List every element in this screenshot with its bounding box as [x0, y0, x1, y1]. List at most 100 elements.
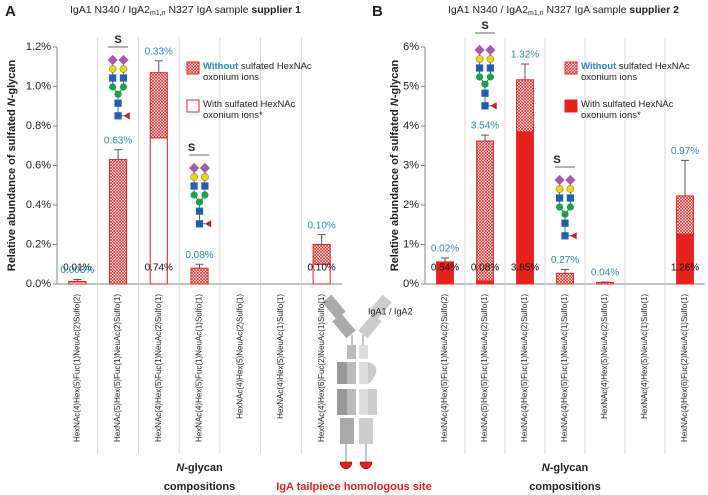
x-tick-label: HexNAc(4)Hex(5)NeuAc(1)Sulfo(1) [276, 294, 285, 419]
legend-label: sulfated HexNAc oxonium ions [203, 61, 312, 83]
value-label: 0.33% [145, 46, 173, 57]
legend-entry: With sulfated HexNAc oxonium ions* [203, 99, 331, 121]
y-tick-label: 5% [403, 80, 419, 92]
y-axis-label: Relative abundance of sulfated N-glycan [389, 59, 401, 271]
x-tick-label: HexNAc(4)Hex(5)Fuc(1)NeuAc(1)Sulfo(1) [560, 294, 569, 442]
title-part: IgA1 N340 / IgA2 [448, 4, 528, 16]
x-axis-label: N-glycan [542, 462, 589, 474]
y-tick-label: 0.0% [26, 278, 51, 290]
value-label: 0.54% [431, 263, 459, 274]
y-tick-label: 1% [403, 238, 419, 250]
y-tick-label: 0.4% [26, 199, 51, 211]
annotation: S [553, 154, 560, 166]
y-tick-label: 0.2% [26, 238, 51, 250]
panel-label: A [5, 3, 16, 20]
y-tick-label: 2% [403, 199, 419, 211]
bar-segment [676, 195, 694, 235]
x-label-part: N [176, 462, 185, 474]
y-label-part: N [6, 97, 18, 106]
x-tick-label: HexNAc(5)Hex(5)Fuc(1)NeuAc(2)Sulfo(1) [480, 294, 489, 442]
y-label-part: -glycan [6, 59, 18, 98]
glycan-icon [188, 162, 212, 228]
value-label: 0.27% [551, 255, 579, 266]
y-tick-label: 0% [403, 278, 419, 290]
bar-segment [676, 233, 694, 285]
legend-text: Without sulfated HexNAc oxonium ions [581, 61, 708, 83]
x-axis-label: N-glycan [176, 462, 223, 474]
bar-segment [149, 72, 168, 139]
legend-emphasis: Without [203, 61, 239, 72]
title-part: m1,n [528, 10, 544, 17]
title-part: m1,n [150, 10, 166, 17]
x-axis-label-line2: compositions [529, 481, 601, 493]
x-tick-label: HexNAc(4)Hex(5)Fuc(1)NeuAc(2)Sulfo(2) [72, 294, 81, 442]
value-label: 0.63% [104, 135, 132, 146]
bar-segment [516, 131, 534, 285]
y-tick-label: 0.8% [26, 120, 51, 132]
legend-swatch [186, 61, 200, 75]
legend-text: With sulfated HexNAc oxonium ions* [203, 99, 331, 121]
value-label: 0.08% [185, 250, 213, 261]
legend-label: With sulfated HexNAc oxonium ions* [581, 99, 674, 121]
x-tick-label: HexNAc(4)Hex(6)Fuc(2)NeuAc(1)Sulfo(1) [317, 294, 326, 442]
x-tick-label: HexNAc(4)Hex(5)NeuAc(2)Sulfo(1) [235, 294, 244, 419]
x-tick-label: HexNAc(4)Hex(5)Fuc(1)NeuAc(1)Sulfo(1) [195, 294, 204, 442]
x-tick-label: HexNAc(4)Hex(5)Fuc(1)NeuAc(2)Sulfo(2) [440, 294, 449, 442]
diagram-label: IgA1 / IgA2 [368, 306, 413, 316]
annotation: S [188, 142, 195, 154]
value-label: 3.85% [511, 263, 539, 274]
glycan-icon [107, 54, 131, 120]
x-label-part: -glycan [184, 462, 223, 474]
y-tick-label: 6% [403, 41, 419, 53]
y-tick-label: 1.0% [26, 80, 51, 92]
value-label: 0.04% [591, 268, 619, 279]
value-label: 0.10% [307, 263, 335, 274]
x-label-part: -glycan [550, 462, 589, 474]
glycan-icon [554, 174, 578, 240]
y-label-part: Relative abundance of sulfated [389, 106, 401, 271]
value-label: 0.02% [431, 244, 459, 255]
value-label: 3.54% [471, 121, 499, 132]
annotation: S [481, 20, 488, 32]
value-label: 0.10% [307, 220, 335, 231]
value-label: 0.74% [145, 263, 173, 274]
title-part: supplier 1 [251, 4, 301, 16]
title-part: N327 IgA sample [544, 4, 630, 16]
legend-swatch [564, 61, 578, 75]
y-label-part: Relative abundance of sulfated [6, 106, 18, 271]
legend-text: With sulfated HexNAc oxonium ions* [581, 99, 708, 121]
value-label: 0.01% [63, 263, 91, 274]
x-tick-label: HexNAc(4)Hex(5)NeuAc(2)Sulfo(1) [600, 294, 609, 419]
x-tick-label: HexNAc(5)Hex(5)Fuc(1)NeuAc(2)Sulfo(1) [113, 294, 122, 442]
title-part: IgA1 N340 / IgA2 [70, 4, 150, 16]
legend-swatch [186, 99, 200, 113]
legend-entry: With sulfated HexNAc oxonium ions* [581, 99, 708, 121]
site-label: IgA tailpiece homologous site [276, 481, 431, 493]
y-axis-label: Relative abundance of sulfated N-glycan [6, 59, 18, 271]
antibody-diagram [322, 294, 392, 470]
x-tick-label: HexNAc(4)Hex(5)NeuAc(1)Sulfo(1) [640, 294, 649, 419]
y-tick-label: 3% [403, 159, 419, 171]
x-tick-label: HexNAc(4)Hex(5)Fuc(1)NeuAc(2)Sulfo(1) [154, 294, 163, 442]
title-part: supplier 2 [629, 4, 679, 16]
value-label: 0.08% [471, 263, 499, 274]
value-label: 0.003% [60, 265, 94, 276]
x-tick-label: HexNAc(4)Hex(5)Fuc(1)NeuAc(2)Sulfo(1) [520, 294, 529, 442]
value-label: 1.26% [671, 263, 699, 274]
legend-text: Without sulfated HexNAc oxonium ions [203, 61, 331, 83]
value-label: 1.32% [511, 50, 539, 61]
bar-segment [68, 280, 87, 283]
bar-segment [312, 244, 331, 265]
legend-entry: Without sulfated HexNAc oxonium ions [203, 61, 331, 83]
x-label-part: N [542, 462, 551, 474]
annotation: S [114, 34, 121, 46]
legend-swatch [564, 99, 578, 113]
legend-emphasis: Without [581, 61, 617, 72]
panel-label: B [372, 3, 383, 20]
x-axis-label-line2: compositions [164, 481, 236, 493]
y-label-part: N [389, 97, 401, 106]
legend-entry: Without sulfated HexNAc oxonium ions [581, 61, 708, 83]
chart-title: IgA1 N340 / IgA2m1,n N327 IgA sample sup… [70, 4, 301, 18]
legend-label: sulfated HexNAc oxonium ions [581, 61, 690, 83]
